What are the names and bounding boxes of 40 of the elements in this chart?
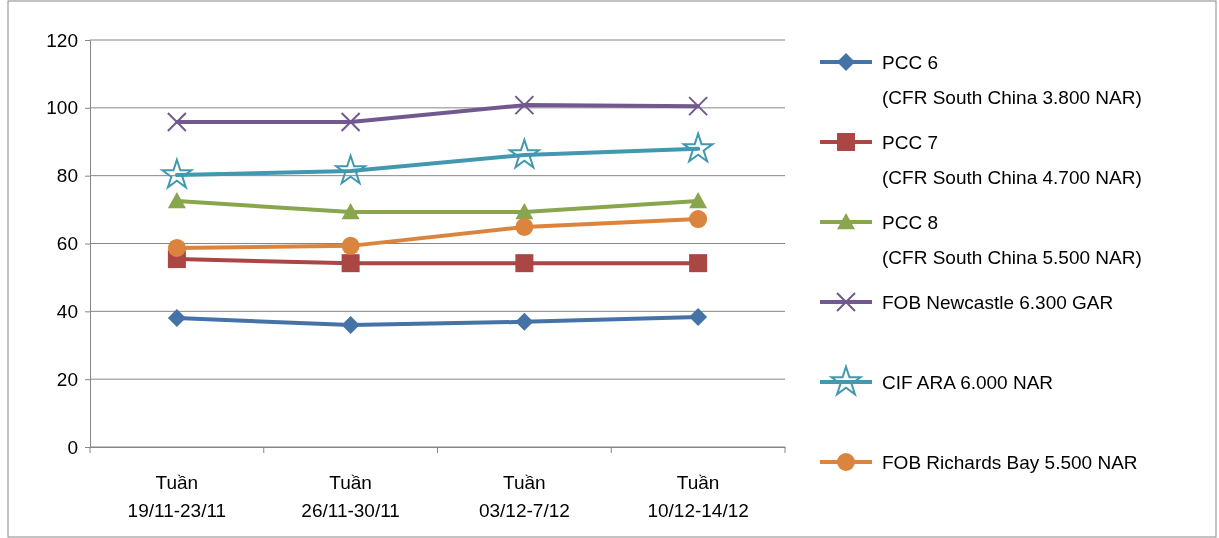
legend-label: FOB Newcastle 6.300 GAR [882,292,1114,313]
y-tick-label: 120 [46,29,78,51]
point [166,112,187,133]
point [167,238,186,257]
point [341,254,360,273]
point [515,312,534,331]
y-tick-label: 40 [56,300,78,322]
y-tick-label: 100 [46,97,78,119]
point [341,236,360,255]
point [159,156,195,190]
point [167,309,186,328]
point [507,136,542,170]
y-tick-label: 80 [56,165,78,187]
legend-label: CIF ARA 6.000 NAR [882,372,1054,393]
point [515,202,534,220]
point [689,308,708,327]
point [340,112,361,133]
x-tick-label: Tuần 26/11-30/11 [301,472,400,521]
legend-label: PCC 7 (CFR South China 4.700 NAR) [882,132,1142,188]
point [688,96,709,117]
x-tick-label: Tuần 03/12-7/12 [478,472,570,521]
point [689,210,708,229]
point [341,202,360,220]
y-tick-label: 60 [56,233,78,255]
legend-label: PCC 8 (CFR South China 5.500 NAR) [882,212,1142,268]
point [333,152,368,186]
point [167,192,186,209]
point [680,130,716,164]
point [689,254,708,273]
x-tick-label: Tuần 19/11-23/11 [127,472,227,521]
point [514,95,535,116]
point [341,315,360,334]
point [515,217,534,236]
y-tick-label: 0 [67,436,78,458]
legend-label: FOB Richards Bay 5.500 NAR [882,452,1138,473]
legend-label: PCC 6 (CFR South China 3.800 NAR) [882,52,1142,108]
point [515,254,534,273]
x-tick-label: Tuần 10/12-14/12 [647,472,749,521]
y-tick-label: 20 [56,368,78,390]
point [689,192,708,209]
